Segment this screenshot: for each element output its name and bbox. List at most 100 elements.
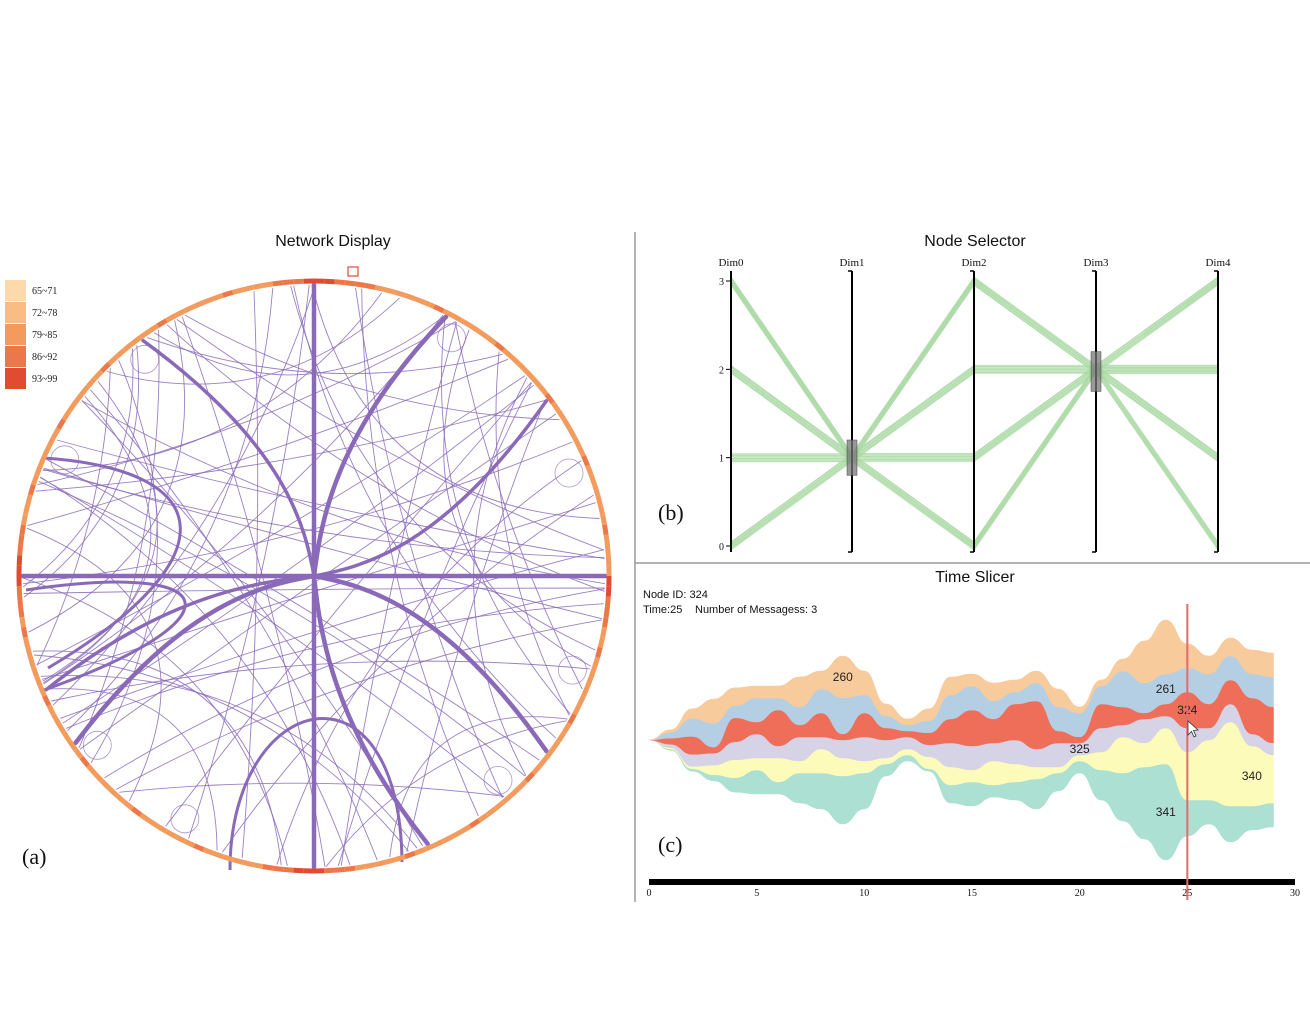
pc-brush[interactable] [846,439,858,476]
node-ring-segment[interactable] [517,779,528,790]
node-ring-segment[interactable] [18,534,25,546]
node-ring-segment[interactable] [51,427,61,439]
node-ring-segment[interactable] [156,824,168,834]
node-ring-segment[interactable] [232,287,244,295]
node-ring-segment[interactable] [423,300,436,309]
node-ring-segment[interactable] [531,763,542,776]
node-ring-segment[interactable] [212,293,224,302]
node-ring-segment[interactable] [262,281,274,288]
node-ring-segment[interactable] [509,786,521,798]
node-ring-segment[interactable] [538,756,549,768]
node-ring-segment[interactable] [597,636,606,649]
node-ring-segment[interactable] [17,596,24,608]
node-ring-segment[interactable] [165,829,177,839]
node-ring-segment[interactable] [241,284,254,293]
node-ring-segment[interactable] [423,843,436,852]
node-ring-segment[interactable] [202,847,214,856]
node-ring-segment[interactable] [404,293,416,302]
node-ring-segment[interactable] [544,392,555,405]
node-ring-segment[interactable] [19,616,26,628]
node-ring-segment[interactable] [364,283,376,290]
node-ring-segment[interactable] [468,323,481,334]
node-ring-segment[interactable] [27,484,36,496]
node-ring-segment[interactable] [501,348,514,359]
node-ring-segment[interactable] [592,656,601,668]
node-ring-segment[interactable] [531,376,542,389]
node-ring-segment[interactable] [139,812,151,823]
node-ring-segment[interactable] [344,280,356,287]
node-ring-segment[interactable] [192,843,205,852]
node-ring-segment[interactable] [364,862,376,869]
node-ring-segment[interactable] [485,335,498,346]
node-ring-segment[interactable] [61,409,72,422]
node-ring-segment[interactable] [293,867,304,874]
node-ring-segment[interactable] [79,756,90,768]
node-ring-segment[interactable] [252,862,264,869]
node-ring-segment[interactable] [34,676,43,688]
node-ring-segment[interactable] [16,586,23,597]
node-ring-segment[interactable] [468,818,481,829]
node-ring-segment[interactable] [384,857,396,865]
node-ring-segment[interactable] [107,786,119,798]
node-ring-segment[interactable] [293,278,304,285]
node-ring-segment[interactable] [67,401,78,413]
node-ring-segment[interactable] [130,806,143,817]
node-ring-segment[interactable] [432,304,445,314]
node-ring-segment[interactable] [572,436,582,448]
node-ring-segment[interactable] [122,341,134,352]
node-ring-segment[interactable] [38,685,47,698]
node-ring-segment[interactable] [262,864,274,871]
node-ring-segment[interactable] [31,474,40,486]
node-ring-segment[interactable] [556,409,567,422]
node-ring-segment[interactable] [25,494,33,506]
node-ring-segment[interactable] [404,850,416,859]
node-ring-segment[interactable] [46,704,56,716]
node-ring-segment[interactable] [604,544,611,556]
selected-node-marker[interactable] [347,266,359,277]
node-ring-segment[interactable] [605,586,612,597]
node-ring-segment[interactable] [183,838,196,848]
node-ring-segment[interactable] [67,739,78,751]
stream-layer-260[interactable] [648,619,1274,741]
node-ring-segment[interactable] [600,626,607,638]
node-ring-segment[interactable] [394,289,406,298]
node-ring-segment[interactable] [56,418,66,430]
node-ring-segment[interactable] [354,281,366,288]
node-ring-segment[interactable] [100,362,111,373]
node-ring-segment[interactable] [25,646,33,658]
node-ring-segment[interactable] [183,304,196,314]
node-ring-segment[interactable] [114,793,127,804]
node-ring-segment[interactable] [597,503,606,516]
node-ring-segment[interactable] [38,454,47,467]
node-ring-segment[interactable] [51,713,61,725]
node-ring-segment[interactable] [107,354,119,366]
node-ring-segment[interactable] [114,348,127,359]
node-ring-segment[interactable] [222,289,234,298]
node-ring-segment[interactable] [595,494,603,506]
node-ring-segment[interactable] [344,865,356,872]
node-ring-segment[interactable] [394,854,406,863]
node-ring-segment[interactable] [524,771,536,783]
node-ring-segment[interactable] [46,436,56,448]
node-ring-segment[interactable] [494,341,506,352]
node-ring-segment[interactable] [17,544,24,556]
node-ring-segment[interactable] [451,829,463,839]
node-ring-segment[interactable] [442,834,454,844]
node-ring-segment[interactable] [517,362,528,373]
node-ring-segment[interactable] [22,503,31,516]
node-ring-segment[interactable] [100,779,111,790]
node-ring-segment[interactable] [354,864,366,871]
node-ring-segment[interactable] [174,834,186,844]
node-ring-segment[interactable] [324,867,335,874]
node-ring-segment[interactable] [562,722,572,734]
node-ring-segment[interactable] [241,859,254,868]
node-ring-segment[interactable] [192,300,205,309]
node-ring-segment[interactable] [538,384,549,396]
node-ring-segment[interactable] [73,392,84,405]
node-ring-segment[interactable] [19,524,26,536]
node-ring-segment[interactable] [477,329,489,340]
node-ring-segment[interactable] [21,514,28,526]
node-ring-segment[interactable] [282,279,294,286]
node-ring-segment[interactable] [282,866,294,873]
node-ring-segment[interactable] [34,464,43,476]
